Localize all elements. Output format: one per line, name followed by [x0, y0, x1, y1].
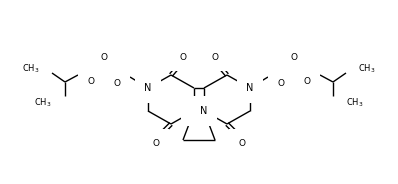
- Text: N: N: [246, 83, 254, 93]
- Text: CH$_3$: CH$_3$: [358, 63, 376, 75]
- Text: O: O: [179, 52, 187, 61]
- Text: CH$_3$: CH$_3$: [22, 63, 40, 75]
- Text: O: O: [88, 77, 94, 86]
- Text: N: N: [190, 106, 198, 116]
- Text: CH$_3$: CH$_3$: [346, 97, 363, 109]
- Text: O: O: [101, 52, 107, 61]
- Text: N: N: [144, 83, 152, 93]
- Text: CH$_3$: CH$_3$: [35, 97, 52, 109]
- Text: O: O: [304, 77, 310, 86]
- Text: O: O: [238, 139, 246, 148]
- Text: O: O: [291, 52, 297, 61]
- Text: O: O: [152, 139, 160, 148]
- Text: O: O: [277, 79, 285, 89]
- Text: O: O: [211, 52, 219, 61]
- Text: O: O: [113, 79, 121, 89]
- Text: N: N: [200, 106, 208, 116]
